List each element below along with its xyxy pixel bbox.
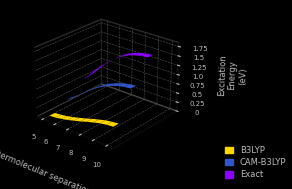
Legend: B3LYP, CAM-B3LYP, Exact: B3LYP, CAM-B3LYP, Exact [223,144,288,181]
X-axis label: Intermolecular separation (Å): Intermolecular separation (Å) [0,145,106,189]
